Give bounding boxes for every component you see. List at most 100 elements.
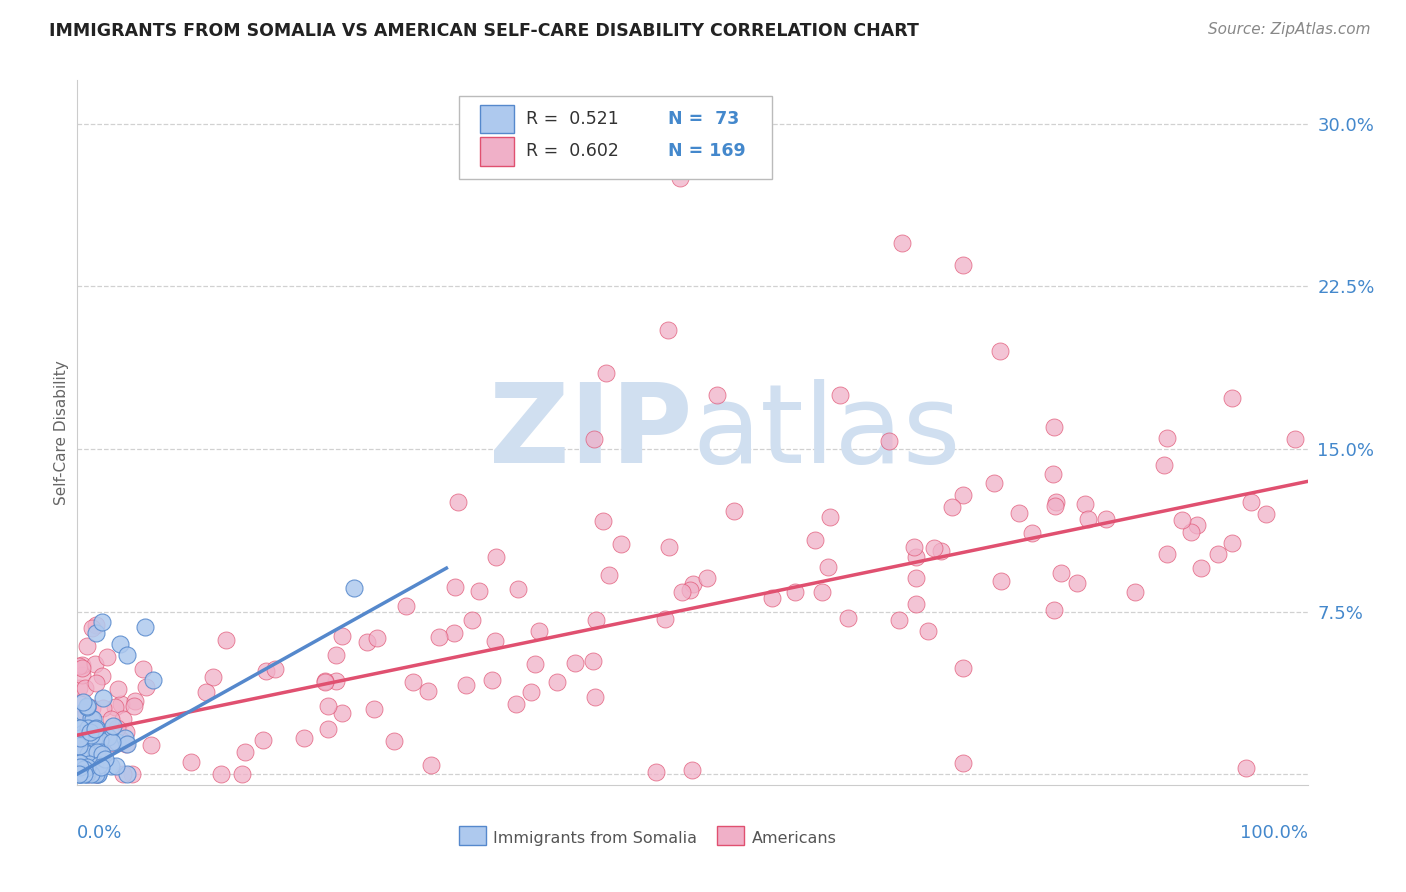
Point — [69, 767, 91, 781]
Point — [1284, 432, 1306, 446]
Point — [89, 733, 111, 747]
Point — [67, 739, 90, 753]
Point — [80, 711, 103, 725]
Text: ZIP: ZIP — [489, 379, 693, 486]
Point — [112, 712, 135, 726]
Point — [94, 752, 117, 766]
Point — [356, 634, 378, 648]
Point — [76, 698, 98, 713]
Point — [114, 731, 136, 745]
Point — [86, 767, 108, 781]
Point — [1042, 467, 1064, 481]
Point — [86, 745, 108, 759]
Point — [582, 654, 605, 668]
Point — [72, 706, 94, 720]
Point — [67, 747, 90, 761]
Point — [134, 620, 156, 634]
Point — [72, 748, 94, 763]
Point — [1153, 458, 1175, 472]
Point — [105, 759, 128, 773]
Point — [343, 581, 366, 595]
Text: R =  0.521: R = 0.521 — [526, 110, 619, 128]
Point — [447, 495, 470, 509]
Point — [76, 700, 98, 714]
Point — [87, 758, 110, 772]
Point — [121, 767, 143, 781]
Point — [86, 722, 108, 736]
Point — [69, 744, 91, 758]
Point — [671, 584, 693, 599]
Point — [90, 731, 112, 745]
Point — [180, 755, 202, 769]
Point — [215, 633, 238, 648]
Point — [115, 737, 138, 751]
Point — [79, 724, 101, 739]
Point — [1043, 499, 1066, 513]
Point — [402, 674, 425, 689]
Point — [80, 729, 103, 743]
Point — [1171, 513, 1194, 527]
Point — [115, 648, 138, 662]
Point — [1045, 495, 1067, 509]
Y-axis label: Self-Care Disability: Self-Care Disability — [53, 360, 69, 505]
Text: 100.0%: 100.0% — [1240, 823, 1308, 842]
Point — [72, 658, 94, 673]
Point — [67, 766, 90, 780]
Point — [316, 698, 339, 713]
Point — [669, 170, 692, 185]
Point — [231, 767, 253, 781]
Point — [931, 543, 953, 558]
Point — [91, 691, 114, 706]
Point — [366, 631, 388, 645]
Text: Source: ZipAtlas.com: Source: ZipAtlas.com — [1208, 22, 1371, 37]
Point — [917, 624, 939, 639]
Point — [1156, 431, 1178, 445]
Point — [67, 767, 90, 781]
Point — [77, 747, 100, 761]
Point — [696, 571, 718, 585]
Point — [142, 673, 165, 687]
Point — [830, 387, 852, 401]
Point — [723, 504, 745, 518]
Point — [1050, 566, 1073, 581]
Point — [86, 740, 108, 755]
Point — [69, 731, 91, 745]
Point — [105, 734, 128, 748]
Point — [505, 697, 527, 711]
Point — [76, 767, 98, 781]
Point — [325, 648, 347, 662]
Text: 0.0%: 0.0% — [77, 823, 122, 842]
Point — [67, 681, 90, 695]
Point — [101, 719, 124, 733]
Point — [233, 745, 256, 759]
Point — [456, 678, 478, 692]
Point — [67, 747, 90, 761]
Point — [73, 727, 96, 741]
Point — [804, 533, 827, 548]
Point — [100, 712, 122, 726]
Point — [427, 630, 450, 644]
Point — [1234, 761, 1257, 775]
Text: R =  0.602: R = 0.602 — [526, 143, 619, 161]
Point — [69, 767, 91, 781]
Point — [879, 434, 901, 449]
Point — [1206, 547, 1229, 561]
Point — [903, 540, 925, 554]
Point — [67, 756, 90, 771]
Point — [90, 745, 112, 759]
Point — [115, 737, 138, 751]
Point — [1180, 524, 1202, 539]
Point — [72, 668, 94, 682]
Point — [91, 669, 114, 683]
Point — [69, 762, 91, 776]
Point — [84, 767, 107, 781]
Point — [330, 630, 353, 644]
Point — [195, 684, 218, 698]
Point — [84, 721, 107, 735]
Point — [96, 650, 118, 665]
Point — [86, 767, 108, 781]
Point — [988, 344, 1011, 359]
Point — [325, 673, 347, 688]
Point — [83, 657, 105, 672]
Point — [583, 690, 606, 705]
